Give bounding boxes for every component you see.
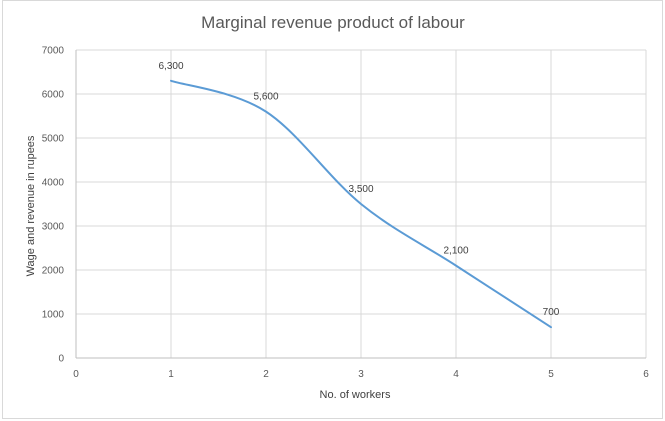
data-label: 3,500: [348, 184, 373, 195]
y-tick-label: 3000: [42, 222, 65, 233]
series: [170, 79, 552, 329]
y-tick-label: 5000: [42, 134, 65, 145]
x-tick-label: 3: [358, 369, 364, 380]
data-label: 700: [543, 307, 560, 318]
data-point: [170, 80, 172, 82]
x-tick-label: 5: [548, 369, 554, 380]
data-point: [550, 326, 552, 328]
axes: [75, 50, 646, 359]
x-axis-title: No. of workers: [320, 389, 391, 401]
chart-title: Marginal revenue product of labour: [201, 13, 465, 32]
data-point: [455, 265, 457, 267]
tick-labels: 0 1000 2000 3000 4000 5000 6000 7000 0 1 2 3 4 5 6: [42, 46, 649, 381]
y-tick-label: 7000: [42, 46, 65, 57]
x-tick-label: 1: [168, 369, 174, 380]
data-label: 5,600: [253, 92, 278, 103]
data-label: 2,100: [443, 246, 468, 257]
data-labels: 6,300 5,600 3,500 2,100 700: [158, 61, 559, 318]
y-axis-title: Wage and revenue in rupees: [25, 135, 37, 276]
y-tick-label: 4000: [42, 178, 65, 189]
y-tick-label: 0: [58, 354, 64, 365]
y-tick-label: 6000: [42, 90, 65, 101]
x-tick-label: 2: [263, 369, 269, 380]
x-tick-label: 0: [73, 369, 79, 380]
x-tick-label: 4: [453, 369, 459, 380]
y-tick-label: 1000: [42, 310, 65, 321]
series-line: [170, 79, 552, 329]
x-tick-label: 6: [643, 369, 649, 380]
data-label: 6,300: [158, 61, 183, 72]
y-tick-label: 2000: [42, 266, 65, 277]
data-point: [265, 111, 267, 113]
data-point: [360, 203, 362, 205]
